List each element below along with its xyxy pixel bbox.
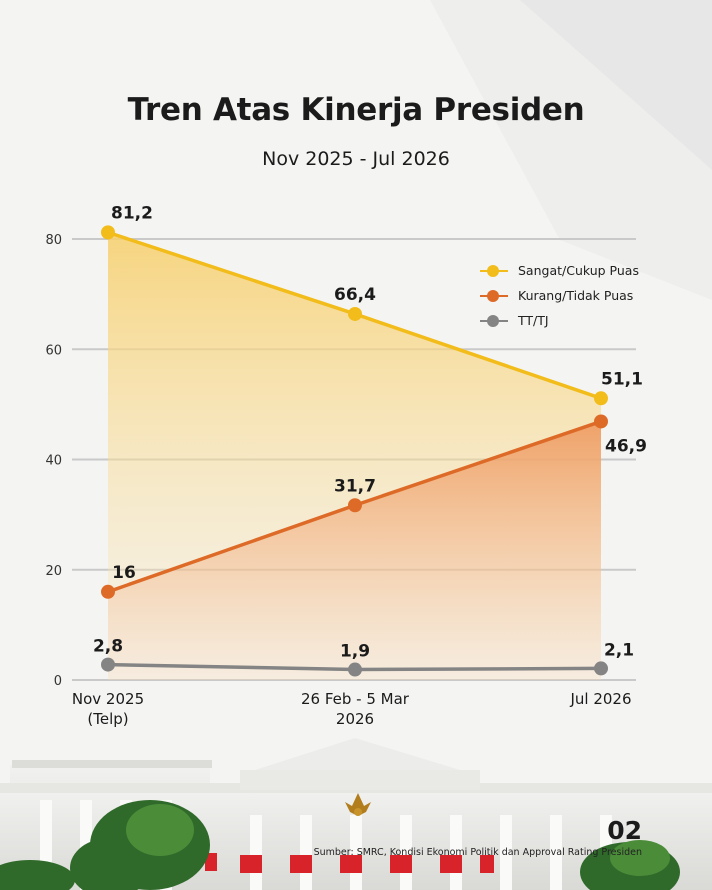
data-label: 2,8 [93,637,123,657]
data-point [594,391,608,406]
y-tick-label: 20 [45,564,62,579]
page-number: 02 [607,816,642,845]
data-point [594,414,608,429]
x-tick-label: 26 Feb - 5 Mar 2026 [301,690,410,728]
legend-marker-icon [480,289,508,302]
data-label: 2,1 [604,640,634,660]
source-note: Sumber: SMRC, Kondisi Ekonomi Politik da… [313,847,642,858]
legend-item: Sangat/Cukup Puas [480,258,639,283]
data-label: 51,1 [601,369,643,389]
x-tick-label: Jul 2026 [569,690,631,708]
series-area-1 [108,421,601,680]
data-point [348,498,362,513]
y-tick-label: 0 [54,674,62,689]
chart-title: Tren Atas Kinerja Presiden [127,92,585,128]
y-tick-label: 60 [45,343,62,358]
data-point [101,584,115,599]
legend-marker-icon [480,314,508,327]
legend-label: Sangat/Cukup Puas [518,263,639,278]
data-label: 1,9 [340,642,370,662]
chart-subtitle: Nov 2025 - Jul 2026 [262,148,450,170]
data-point [594,661,608,676]
y-tick-label: 40 [45,454,62,469]
legend-item: TT/TJ [480,308,639,333]
data-label: 81,2 [111,203,153,223]
data-point [101,225,115,240]
palace-illustration [0,738,712,890]
legend-item: Kurang/Tidak Puas [480,283,639,308]
legend-label: TT/TJ [518,313,549,328]
data-label: 31,7 [334,476,376,496]
legend-label: Kurang/Tidak Puas [518,288,634,303]
chart-legend: Sangat/Cukup Puas Kurang/Tidak Puas TT/TJ [480,258,639,333]
data-label: 46,9 [605,436,647,456]
data-point [348,662,362,677]
data-label: 16 [112,563,136,583]
y-tick-label: 80 [45,233,62,248]
garuda-emblem [345,793,371,816]
legend-marker-icon [480,264,508,277]
data-point [101,657,115,672]
x-tick-label: Nov 2025 (Telp) [72,690,144,728]
data-point [348,306,362,321]
data-label: 66,4 [334,285,376,305]
